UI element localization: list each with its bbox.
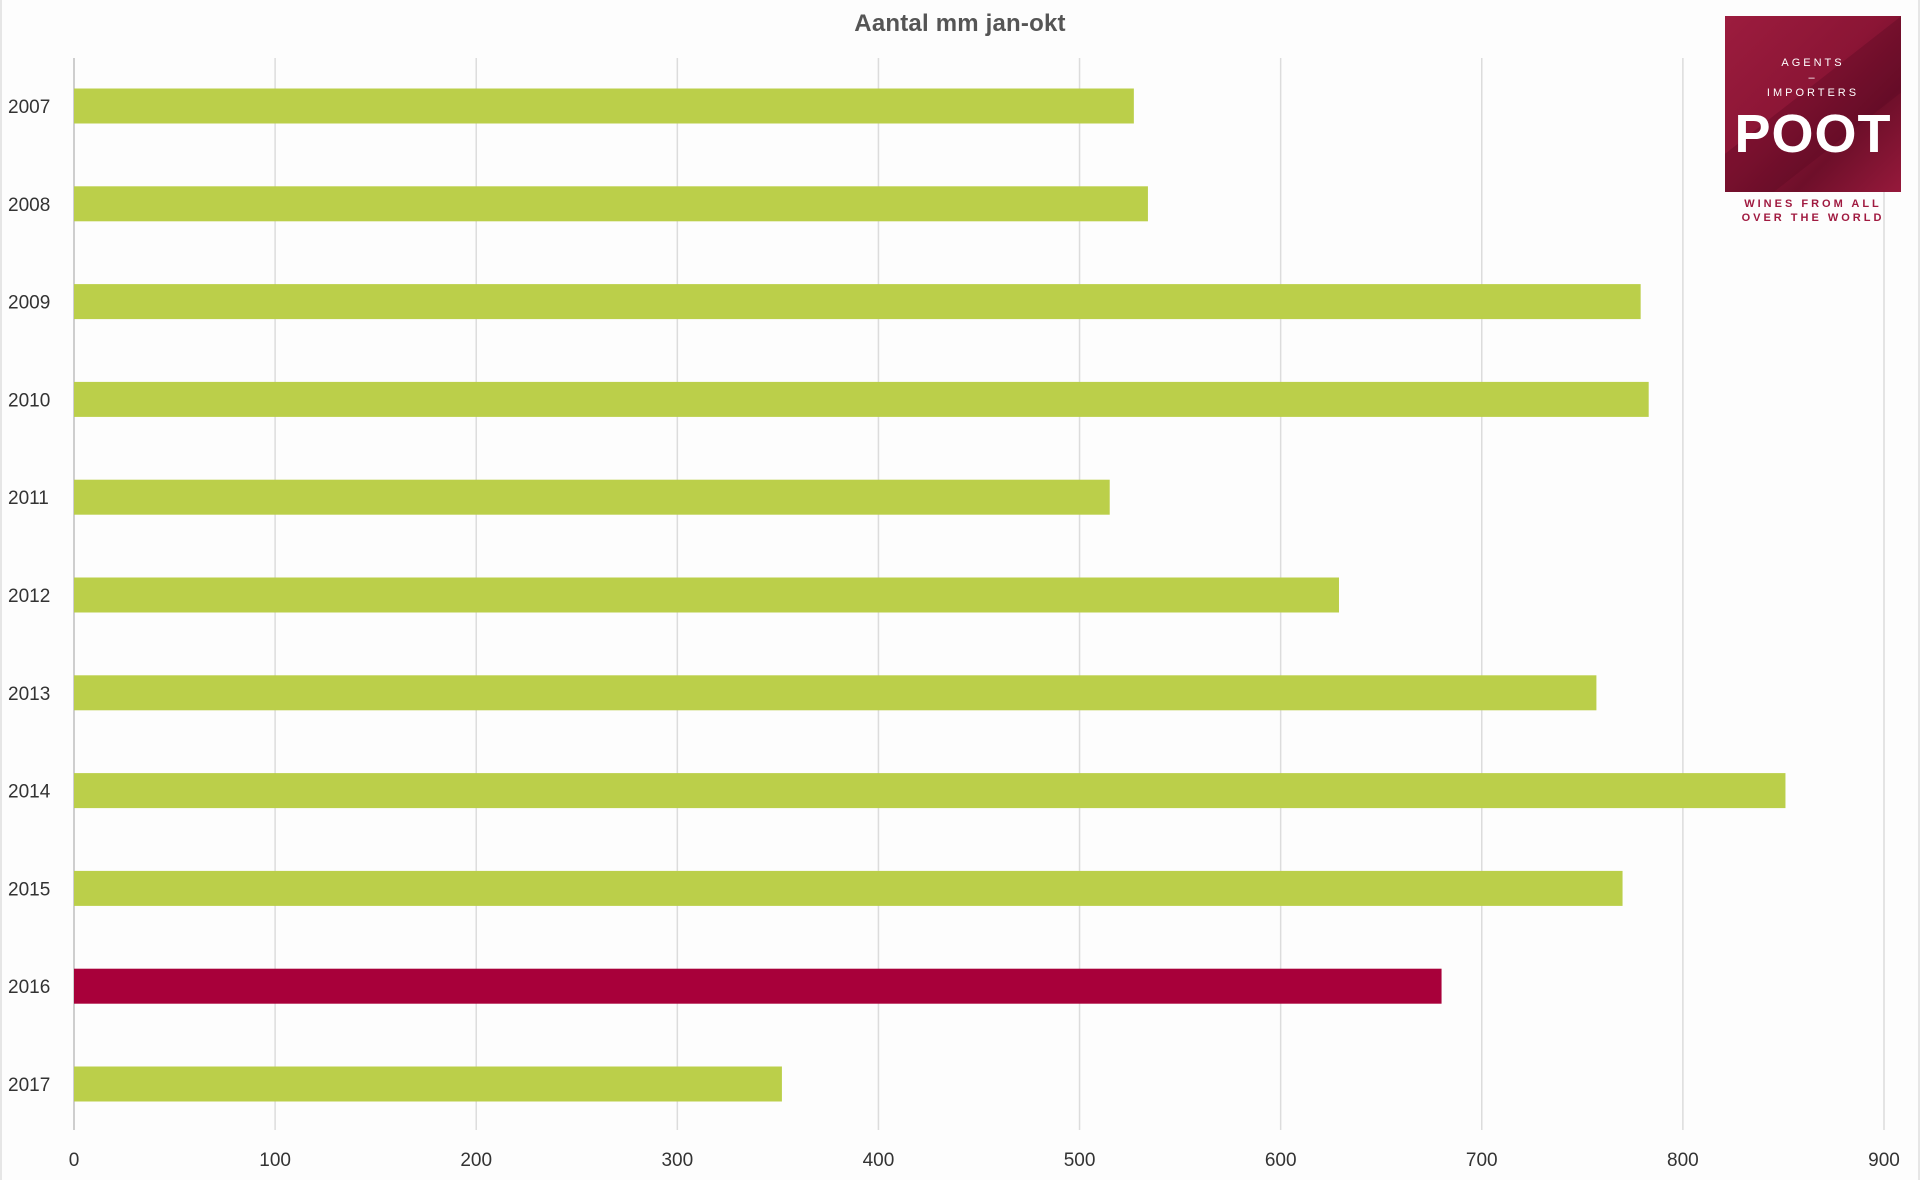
y-tick-label-2014: 2014 (8, 782, 51, 803)
bar-2011 (74, 479, 1110, 515)
poot-logo: AGENTS – IMPORTERS POOT (1725, 16, 1901, 192)
frame-right-border (1918, 0, 1920, 1180)
bar-2007 (74, 88, 1134, 124)
bar-2014 (74, 773, 1786, 809)
logo-line-agents: AGENTS (1781, 57, 1845, 69)
y-tick-label-2008: 2008 (8, 195, 50, 216)
x-tick-label-0: 0 (69, 1150, 80, 1171)
logo-brand: POOT (1734, 104, 1892, 164)
x-tick-label-700: 700 (1466, 1150, 1498, 1171)
chart-title: Aantal mm jan-okt (854, 10, 1066, 37)
x-tick-label-900: 900 (1868, 1150, 1900, 1171)
bar-2013 (74, 675, 1597, 711)
y-tick-label-2017: 2017 (8, 1075, 50, 1096)
y-tick-label-2015: 2015 (8, 879, 50, 900)
x-tick-label-200: 200 (460, 1150, 492, 1171)
bar-2015 (74, 870, 1623, 906)
tick-labels: 0 100 200 300 400 500 600 700 800 900 2007 2008 2009… (8, 97, 1900, 1171)
bar-2010 (74, 381, 1649, 417)
y-tick-label-2012: 2012 (8, 586, 50, 607)
y-tick-label-2013: 2013 (8, 684, 50, 705)
frame-left-border (0, 0, 2, 1180)
logo-tagline: WINES FROM ALL OVER THE WORLD (1725, 197, 1901, 225)
logo-line-dash: – (1808, 72, 1818, 84)
bar-2017 (74, 1066, 782, 1102)
logo-tagline-line1: WINES FROM ALL (1744, 198, 1882, 210)
y-tick-label-2016: 2016 (8, 977, 50, 998)
x-tick-label-100: 100 (259, 1150, 291, 1171)
x-tick-label-300: 300 (661, 1150, 693, 1171)
y-tick-label-2011: 2011 (8, 488, 49, 509)
y-tick-label-2007: 2007 (8, 97, 50, 118)
bar-2012 (74, 577, 1339, 613)
x-tick-label-500: 500 (1064, 1150, 1096, 1171)
y-tick-label-2009: 2009 (8, 293, 50, 314)
bars (74, 88, 1786, 1102)
bar-2008 (74, 186, 1148, 222)
bar-2016 (74, 968, 1442, 1004)
logo-tagline-line2: OVER THE WORLD (1741, 212, 1885, 224)
y-tick-label-2010: 2010 (8, 390, 50, 411)
x-tick-label-800: 800 (1667, 1150, 1699, 1171)
logo-line-importers: IMPORTERS (1766, 87, 1860, 99)
bar-2009 (74, 284, 1641, 320)
x-tick-label-600: 600 (1265, 1150, 1297, 1171)
x-tick-label-400: 400 (863, 1150, 895, 1171)
